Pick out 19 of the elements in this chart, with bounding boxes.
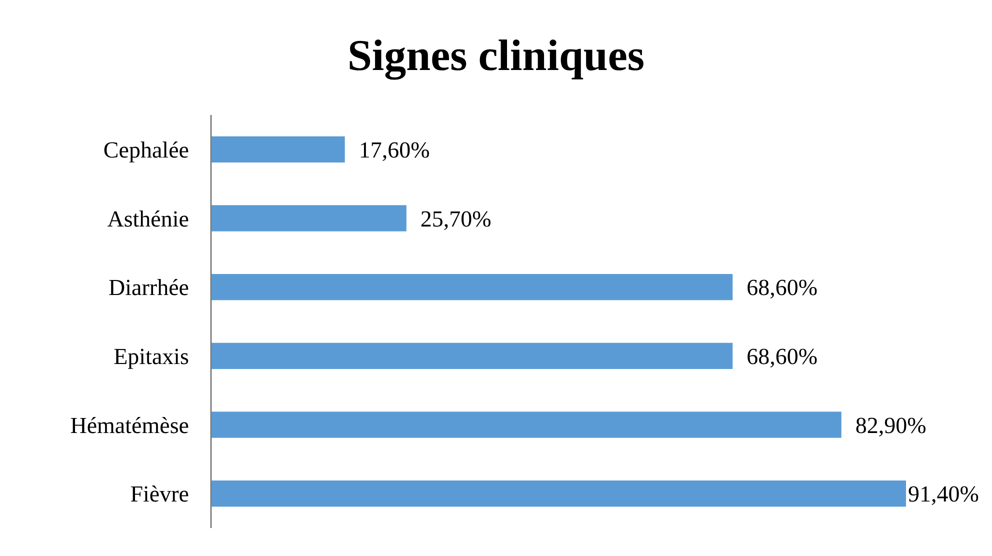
data-label: 82,90% — [855, 412, 926, 438]
y-tick-label: Fièvre — [130, 482, 189, 507]
data-label: 25,70% — [420, 206, 492, 232]
bar — [211, 205, 406, 232]
data-label: 68,60% — [746, 275, 818, 300]
y-tick-label: Epitaxis — [114, 344, 190, 369]
chart-title: Signes cliniques — [347, 31, 645, 80]
y-tick-label: Cephalée — [103, 137, 189, 162]
data-label: 17,60% — [358, 137, 430, 162]
data-label: 68,60% — [746, 344, 818, 369]
bar — [211, 342, 733, 369]
y-tick-label: Diarrhée — [108, 275, 189, 300]
y-tick-label: Asthénie — [107, 206, 189, 232]
y-tick-label: Hématémèse — [70, 412, 189, 438]
data-label: 91,40% — [908, 482, 979, 507]
bar — [211, 480, 906, 507]
bar — [211, 274, 733, 300]
bar — [211, 136, 345, 162]
bar — [211, 412, 842, 438]
